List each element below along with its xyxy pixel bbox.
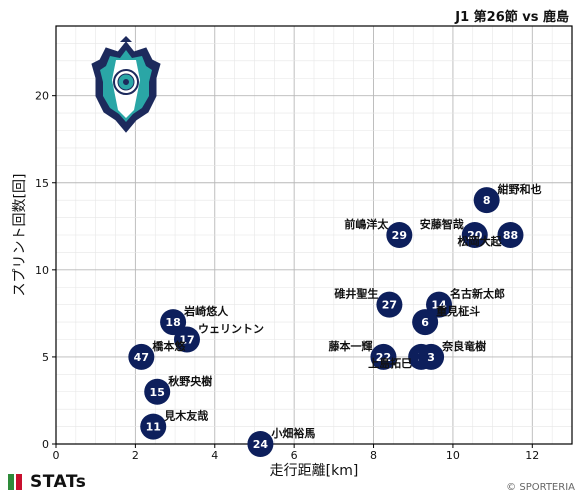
player-number: 3 — [427, 351, 435, 364]
x-tick-label: 10 — [446, 449, 460, 462]
data-point: 8 紺野和也 — [473, 182, 542, 214]
player-number: 47 — [134, 351, 149, 364]
player-name-label: ウェリントン — [198, 323, 264, 336]
crest-crown — [120, 36, 132, 42]
player-number: 22 — [376, 351, 391, 364]
stats-logo: STATs — [8, 472, 86, 492]
data-point: 17 ウェリントン — [173, 323, 264, 353]
copyright-text: © SPORTERIA — [506, 482, 575, 493]
y-tick-label: 0 — [42, 438, 49, 451]
player-name-label: 秋野央樹 — [168, 374, 212, 388]
player-name-label: 安藤智哉 — [420, 217, 464, 231]
player-marker — [426, 291, 453, 318]
y-axis-label: スプリント回数[回] — [12, 174, 28, 297]
player-name-label: 見木友哉 — [163, 409, 208, 423]
plot-frame — [55, 25, 573, 445]
y-tick-label: 5 — [42, 351, 49, 364]
player-number: 11 — [146, 421, 161, 434]
player-marker — [386, 222, 413, 248]
player-name-label: 重見柾斗 — [436, 304, 480, 318]
player-name-label: 奈良竜樹 — [441, 339, 486, 353]
player-number: 88 — [503, 229, 518, 242]
player-marker — [140, 413, 167, 440]
player-name-label: 紺野和也 — [498, 182, 542, 196]
player-number: 8 — [483, 194, 491, 207]
stats-logo-text: STATs — [30, 472, 87, 492]
player-name-label: 名古新太郎 — [450, 287, 505, 301]
player-number: 29 — [392, 229, 407, 242]
crest-ball-center — [123, 79, 129, 85]
data-point: 27 碓井聖生 — [334, 287, 403, 318]
player-marker — [497, 222, 524, 248]
avispa-fukuoka-crest-icon — [91, 36, 161, 133]
chart-header-title: J1 第26節 vs 鹿島 — [455, 10, 569, 25]
player-name-label: 藤本一輝 — [328, 339, 372, 353]
player-marker — [144, 378, 171, 405]
y-tick-label: 10 — [35, 264, 49, 277]
x-axis-label: 走行距離[km] — [270, 462, 359, 479]
stats-logo-green-bar — [8, 474, 14, 490]
player-marker — [370, 343, 397, 370]
player-number: 24 — [253, 438, 269, 451]
data-point: 3 奈良竜樹 — [418, 339, 486, 370]
y-tick-label: 15 — [35, 177, 49, 190]
x-tick-label: 4 — [211, 449, 218, 462]
player-number: 14 — [431, 299, 447, 312]
player-marker — [160, 309, 187, 336]
player-marker — [173, 326, 200, 353]
y-tick-label: 20 — [35, 90, 49, 103]
x-tick-label: 12 — [525, 449, 539, 462]
x-tick-label: 0 — [53, 449, 60, 462]
player-number: 17 — [179, 334, 194, 347]
player-name-label: 碓井聖生 — [334, 287, 378, 301]
player-marker — [412, 309, 439, 336]
player-name-label: 岩崎悠人 — [183, 304, 229, 318]
data-point: 6 重見柾斗 — [412, 304, 480, 336]
data-point: 22 藤本一輝 — [328, 339, 397, 370]
player-marker — [247, 431, 274, 457]
player-number: 6 — [421, 316, 429, 329]
player-number: 18 — [165, 316, 180, 329]
player-marker — [461, 222, 488, 248]
player-marker — [473, 187, 500, 214]
player-marker — [376, 291, 403, 318]
player-name-label: 前嶋洋太 — [344, 217, 389, 231]
player-number: 27 — [382, 299, 397, 312]
player-name-label: 松岡大起 — [457, 234, 502, 248]
x-tick-label: 8 — [370, 449, 377, 462]
player-name-label: 橋本悠 — [152, 339, 186, 353]
player-name-label: 小畑裕馬 — [270, 426, 315, 440]
player-name-label: 上島拓巳 — [368, 356, 412, 370]
stats-logo-red-bar — [16, 474, 22, 490]
x-tick-label: 2 — [132, 449, 139, 462]
player-number: 15 — [150, 386, 165, 399]
player-number: 20 — [467, 229, 483, 242]
x-tick-label: 6 — [291, 449, 298, 462]
player-marker — [418, 343, 445, 370]
player-marker — [128, 343, 155, 370]
